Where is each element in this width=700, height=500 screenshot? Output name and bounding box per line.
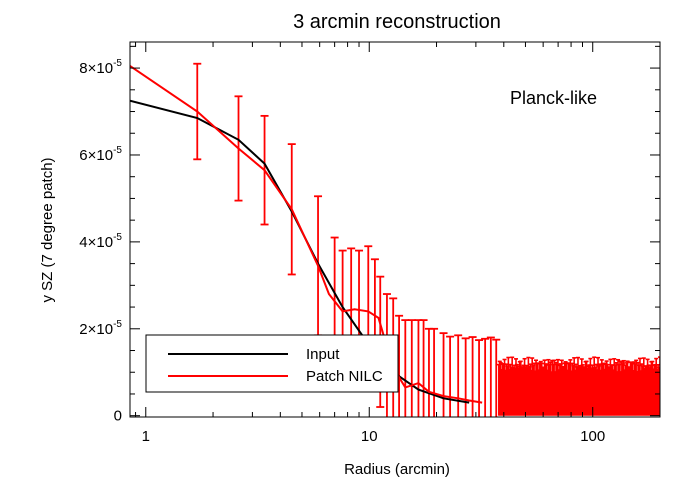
y-axis-label: y SZ (7 degree patch) bbox=[39, 157, 56, 302]
chart-title: 3 arcmin reconstruction bbox=[293, 11, 501, 33]
y-tick-label: 0 bbox=[114, 408, 122, 425]
error-bars bbox=[193, 62, 501, 417]
legend: Input Patch NILC bbox=[145, 334, 399, 393]
y-tick-label: 2×10-5 bbox=[79, 319, 122, 338]
y-tick-label: 8×10-5 bbox=[79, 58, 122, 77]
series-line-input bbox=[130, 99, 470, 404]
legend-box bbox=[145, 334, 399, 393]
x-tick-label: 100 bbox=[580, 428, 605, 445]
legend-label-patch-nilc: Patch NILC bbox=[306, 368, 383, 385]
plot-frame bbox=[129, 41, 661, 418]
noise-band bbox=[496, 356, 660, 416]
y-axis: 0 2×10-5 4×10-5 6×10-5 8×10-5 bbox=[79, 45, 660, 425]
y-tick-label: 6×10-5 bbox=[79, 145, 122, 164]
legend-label-input: Input bbox=[306, 346, 340, 363]
x-tick-label: 10 bbox=[361, 428, 378, 445]
series-line-patch-nilc bbox=[130, 65, 483, 404]
y-tick-label: 4×10-5 bbox=[79, 232, 122, 251]
x-tick-label: 1 bbox=[142, 428, 150, 445]
x-axis: 1 10 100 bbox=[135, 42, 661, 445]
annotation-planck-like: Planck-like bbox=[510, 88, 597, 108]
plot-data bbox=[130, 62, 660, 417]
x-axis-label: Radius (arcmin) bbox=[344, 461, 450, 478]
